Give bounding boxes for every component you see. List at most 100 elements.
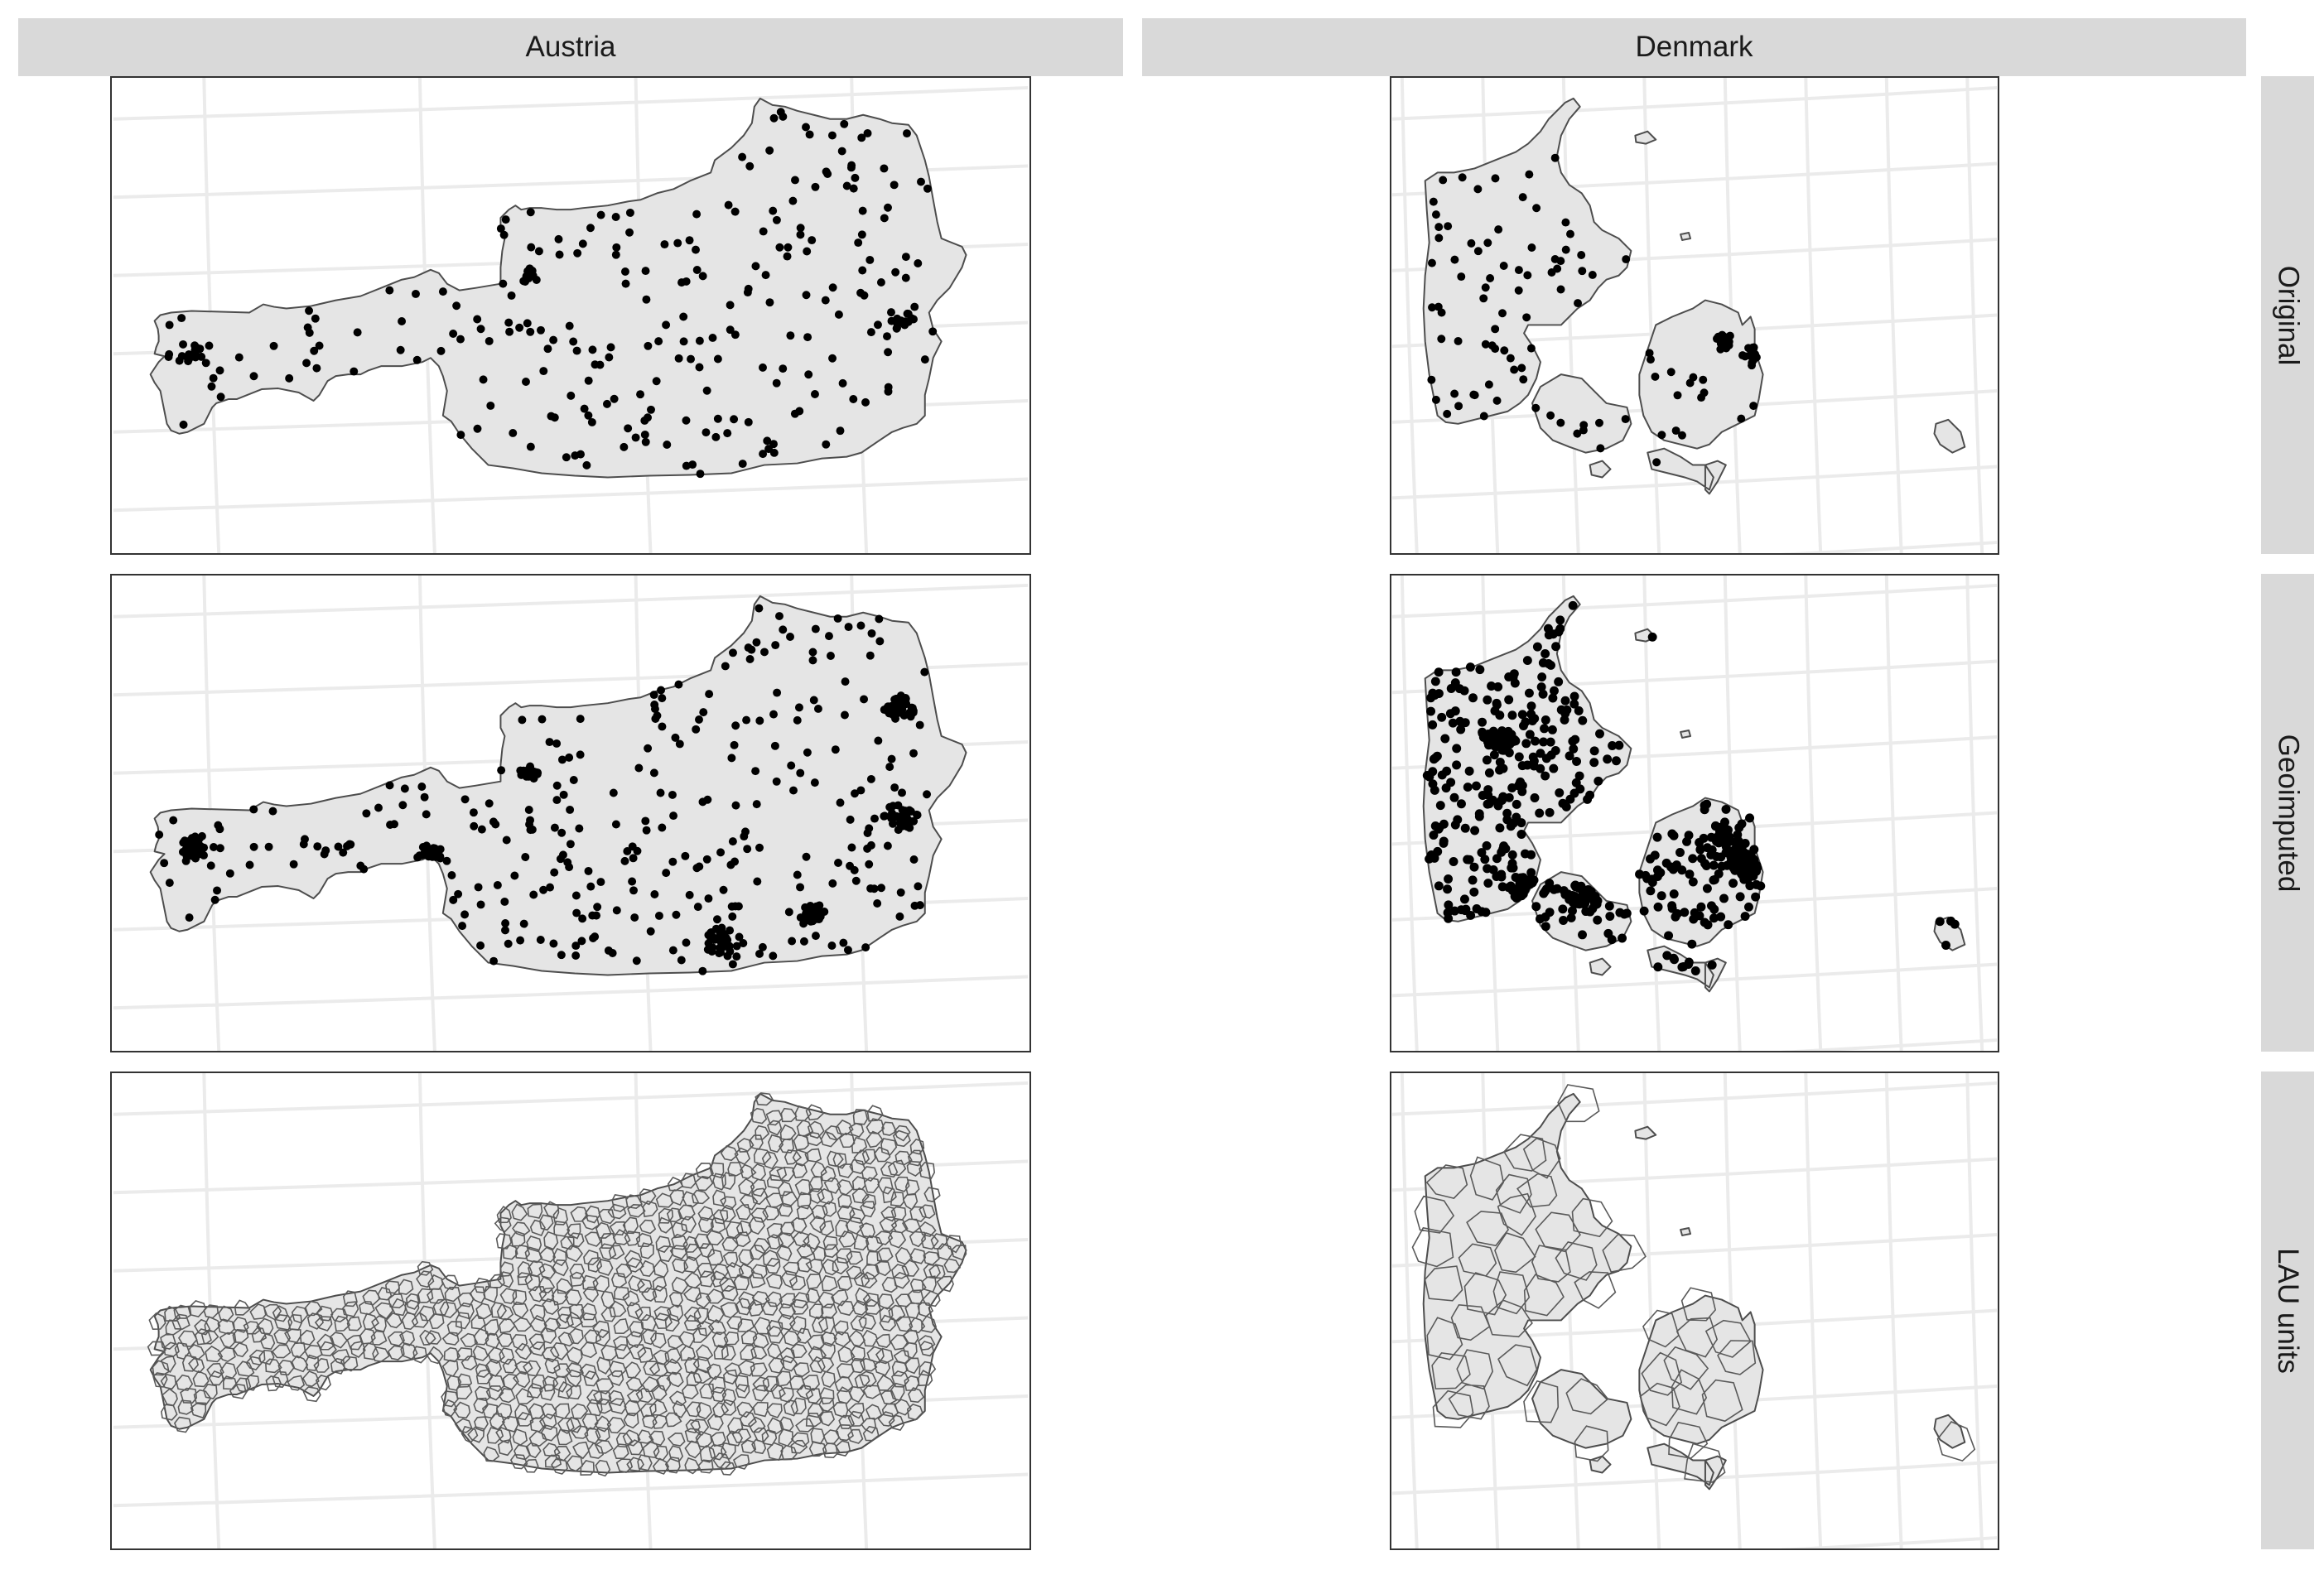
location-point <box>631 433 640 442</box>
location-point <box>493 880 502 889</box>
facet-label-austria: Austria <box>525 31 616 63</box>
location-point <box>1481 340 1490 349</box>
location-point <box>650 701 659 709</box>
location-point <box>413 853 422 862</box>
location-point <box>1429 197 1438 206</box>
location-point <box>910 302 919 311</box>
location-point <box>1749 402 1758 411</box>
location-point <box>417 782 427 791</box>
location-point <box>1519 721 1528 731</box>
location-point <box>827 941 837 950</box>
location-point <box>1605 912 1615 922</box>
location-point <box>682 277 691 286</box>
location-point <box>436 854 445 863</box>
location-point <box>699 708 708 717</box>
location-point <box>1492 396 1502 405</box>
location-point <box>641 437 650 446</box>
location-point <box>636 390 645 399</box>
location-point <box>1551 642 1561 652</box>
location-point <box>578 239 587 248</box>
location-point <box>1469 862 1479 872</box>
location-point <box>489 956 499 966</box>
location-point <box>821 296 830 305</box>
location-point <box>727 754 736 763</box>
location-point <box>485 799 494 808</box>
location-point <box>1468 875 1478 885</box>
location-point <box>828 283 837 292</box>
location-point <box>552 796 562 805</box>
location-point <box>1579 426 1588 435</box>
location-point <box>814 915 823 924</box>
location-point <box>808 648 817 657</box>
location-point <box>836 798 845 807</box>
location-point <box>197 352 206 361</box>
facet-label-geoimputed: Geoimputed <box>2272 734 2305 892</box>
location-point <box>586 882 595 891</box>
location-point <box>851 876 861 885</box>
location-point <box>788 196 798 205</box>
location-point <box>1734 823 1744 833</box>
location-point <box>501 215 510 224</box>
location-point <box>460 910 470 919</box>
location-point <box>449 895 458 904</box>
location-point <box>793 715 802 725</box>
location-point <box>1449 857 1459 866</box>
location-point <box>866 884 875 893</box>
location-point <box>786 331 795 340</box>
location-point <box>1478 717 1487 727</box>
location-point <box>1664 931 1674 941</box>
location-point <box>786 633 794 641</box>
location-point <box>841 677 850 686</box>
location-point <box>565 321 574 330</box>
location-point <box>876 278 885 287</box>
location-point <box>1559 916 1568 925</box>
location-point <box>793 870 802 879</box>
location-point <box>1521 739 1531 749</box>
location-point <box>704 894 713 903</box>
location-point <box>1499 262 1508 270</box>
location-point <box>731 801 740 810</box>
location-point <box>1497 869 1507 879</box>
location-point <box>1619 909 1629 919</box>
location-point <box>385 286 394 295</box>
location-point <box>784 243 793 252</box>
location-point <box>1578 930 1587 940</box>
location-point <box>1507 710 1517 720</box>
location-point <box>1482 840 1492 850</box>
location-point <box>518 715 527 725</box>
location-point <box>702 855 711 864</box>
location-point <box>1490 706 1500 715</box>
location-point <box>1434 881 1444 891</box>
location-point <box>504 318 513 327</box>
location-point <box>299 840 308 849</box>
location-point <box>755 843 764 852</box>
location-point <box>730 740 739 749</box>
location-point <box>863 128 872 137</box>
location-point <box>1738 870 1748 880</box>
location-point <box>1653 902 1663 912</box>
location-point <box>620 856 629 865</box>
location-point <box>1518 193 1527 202</box>
location-point <box>831 745 840 754</box>
location-point <box>630 913 639 922</box>
location-point <box>791 176 799 185</box>
location-point <box>1540 771 1550 781</box>
location-point <box>427 851 436 860</box>
location-point <box>866 328 875 337</box>
location-point <box>515 323 524 332</box>
location-point <box>552 781 562 790</box>
location-point <box>588 345 597 354</box>
location-point <box>447 871 456 879</box>
facet-label-original: Original <box>2272 265 2305 365</box>
location-point <box>1745 813 1755 823</box>
location-point <box>685 236 694 245</box>
location-point <box>1465 662 1475 672</box>
location-point <box>1751 892 1761 902</box>
location-point <box>1589 746 1599 756</box>
location-point <box>505 327 514 336</box>
location-point <box>1527 716 1537 725</box>
location-point <box>858 206 867 215</box>
location-point <box>692 245 700 254</box>
location-point <box>1517 710 1527 720</box>
location-point <box>857 133 866 142</box>
